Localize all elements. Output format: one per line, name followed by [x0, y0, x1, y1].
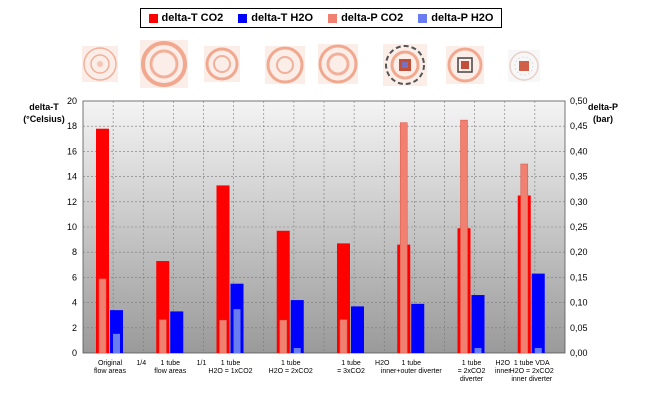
bar-dt-h2o	[411, 303, 425, 353]
left-tick-label: 0	[72, 348, 77, 358]
bar-dt-h2o	[290, 300, 304, 353]
category-label: 1 tube	[402, 360, 422, 367]
legend-item-dt-co2: delta-T CO2	[148, 12, 224, 24]
legend-item-dp-h2o: delta-P H2O	[418, 12, 493, 24]
right-tick-label: 0,50	[570, 96, 588, 106]
category-label: 1 tube	[281, 360, 301, 367]
category-label: 1 tube VDA	[514, 360, 550, 367]
left-tick-label: 16	[67, 146, 77, 156]
bars	[96, 119, 545, 354]
between-label: 1/1	[197, 360, 207, 367]
left-tick-label: 6	[72, 272, 77, 282]
left-axis-ticks: 0 2 4 6 8 10 12 14 16 18 20	[67, 96, 77, 358]
category-label: flow areas	[94, 368, 126, 375]
category-label: 1 tube	[341, 360, 361, 367]
tube-icon-7	[446, 46, 484, 84]
legend-swatch-dt-h2o	[238, 13, 248, 23]
bar-dp-co2	[339, 319, 348, 354]
between-label: H2O	[496, 360, 511, 367]
legend-swatch-dp-h2o	[418, 13, 428, 23]
left-tick-label: 12	[67, 197, 77, 207]
category-label: 1 tube	[161, 360, 181, 367]
right-tick-label: 0,45	[570, 121, 588, 131]
legend-label-dp-co2: delta-P CO2	[341, 12, 404, 24]
between-label: inner	[495, 368, 511, 375]
category-label: flow areas	[154, 368, 186, 375]
category-label: = 2xCO2	[458, 368, 486, 375]
category-label: H2O = 2xCO2	[269, 368, 313, 375]
bar-dp-co2	[98, 278, 107, 354]
tube-icon-2	[140, 40, 188, 88]
bar-dp-co2	[399, 122, 408, 354]
legend-label-dt-co2: delta-T CO2	[161, 12, 224, 24]
right-tick-label: 0,05	[570, 323, 588, 333]
right-tick-label: 0,40	[570, 146, 588, 156]
left-tick-label: 20	[67, 96, 77, 106]
bar-dp-h2o	[293, 347, 301, 353]
between-label: H2O	[375, 360, 390, 367]
category-label: Original	[98, 360, 123, 367]
right-tick-label: 0,30	[570, 197, 588, 207]
between-label: 1/4	[136, 360, 146, 367]
category-label: H2O = 1xCO2	[208, 368, 252, 375]
right-axis-title: delta-P (bar)	[578, 101, 628, 125]
category-label: inner+outer diverter	[381, 368, 443, 375]
right-tick-label: 0,10	[570, 298, 588, 308]
right-tick-label: 0,25	[570, 222, 588, 232]
left-tick-label: 4	[72, 298, 77, 308]
bar-dp-co2	[460, 119, 468, 354]
left-axis-title-line1: delta-T	[29, 102, 59, 112]
bar-dp-co2	[279, 319, 288, 354]
tube-icon-6	[383, 44, 427, 86]
left-tick-label: 2	[72, 323, 77, 333]
left-tick-label: 10	[67, 222, 77, 232]
legend-item-dt-h2o: delta-T H2O	[238, 12, 313, 24]
bar-dt-co2	[216, 185, 230, 353]
category-label: 1 tube	[221, 360, 241, 367]
legend-swatch-dp-co2	[328, 13, 338, 23]
tube-icon-3	[204, 46, 240, 82]
left-tick-label: 14	[67, 172, 77, 182]
legend-label-dp-h2o: delta-P H2O	[431, 12, 494, 24]
bar-dp-h2o	[233, 309, 241, 353]
right-tick-label: 0,15	[570, 272, 588, 282]
left-tick-label: 8	[72, 247, 77, 257]
tube-icon-8	[508, 50, 540, 82]
right-axis-title-line2: (bar)	[593, 114, 613, 124]
legend-label-dt-h2o: delta-T H2O	[251, 12, 314, 24]
tube-icon-4	[265, 46, 305, 84]
bar-dp-h2o	[113, 333, 120, 353]
tube-cross-section-icons	[82, 40, 540, 88]
category-label: 1 tube	[462, 360, 482, 367]
category-label: inner diverter	[511, 376, 553, 383]
right-axis-ticks: 0,00 0,05 0,10 0,15 0,20 0,25 0,30 0,35 0,40 0,45…	[570, 96, 588, 358]
category-label: diverter	[460, 376, 484, 383]
right-axis-title-line1: delta-P	[587, 102, 618, 112]
bar-dp-co2	[158, 319, 167, 354]
right-tick-label: 0,35	[570, 172, 588, 182]
bar-dp-h2o	[534, 347, 542, 353]
legend: delta-T CO2 delta-T H2O delta-P CO2 delt…	[140, 8, 502, 28]
right-tick-label: 0,20	[570, 247, 588, 257]
tube-icon-5	[318, 44, 358, 84]
left-axis-title-line2: (°Celsius)	[23, 114, 65, 124]
legend-item-dp-co2: delta-P CO2	[328, 12, 403, 24]
right-tick-label: 0,00	[570, 348, 588, 358]
category-label: = 3xCO2	[337, 368, 365, 375]
bar-dp-co2	[219, 319, 227, 354]
bar-dp-co2	[520, 163, 529, 354]
bar-dp-h2o	[474, 347, 482, 353]
bar-dt-h2o	[170, 311, 184, 353]
tube-icon-1	[82, 46, 118, 82]
bar-dt-h2o	[351, 306, 364, 353]
legend-swatch-dt-co2	[148, 13, 158, 23]
bar-dt-h2o	[531, 273, 545, 353]
bar-dt-h2o	[471, 295, 485, 353]
category-label: H2O = 2xCO2	[510, 368, 554, 375]
left-tick-label: 18	[67, 121, 77, 131]
left-axis-title: delta-T (°Celsius)	[14, 101, 74, 125]
